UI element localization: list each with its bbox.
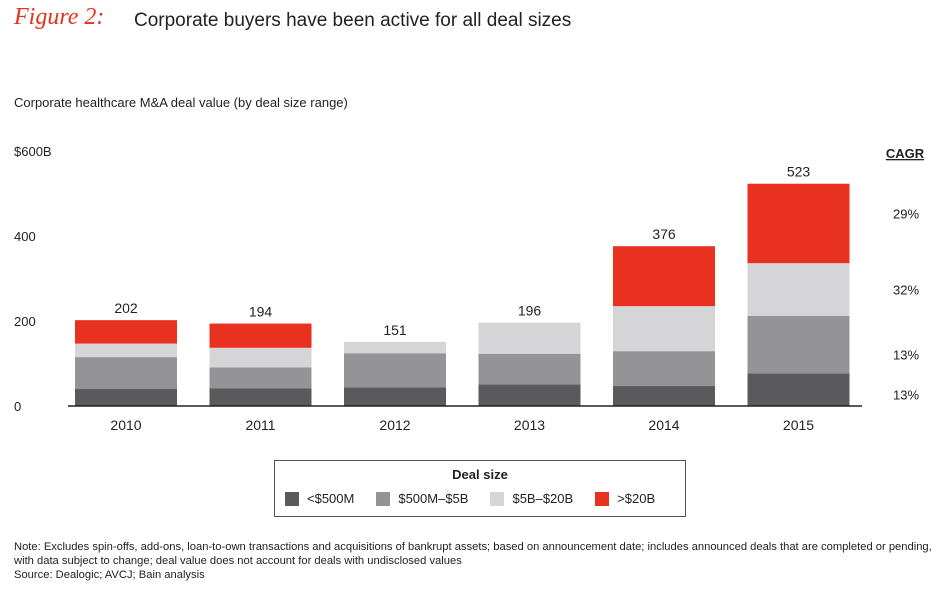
bar-segment-2011-0 <box>209 388 312 406</box>
footnote: Note: Excludes spin-offs, add-ons, loan-… <box>14 540 934 582</box>
cagr-value: 13% <box>893 388 919 403</box>
bar-segment-2012-2 <box>344 341 446 354</box>
chart-area: 0 200 400 $600B 202 2010 194 2011 151 2012 196 2013… <box>14 144 925 433</box>
legend-item: >$20B <box>595 491 655 506</box>
bar-segment-2010-0 <box>75 389 177 406</box>
total-label-2014: 376 <box>652 226 676 242</box>
bar-segment-2012-0 <box>344 387 446 406</box>
bar-segment-2014-0 <box>613 386 715 406</box>
cagr-value: 13% <box>893 348 919 363</box>
total-label-2010: 202 <box>114 300 138 316</box>
cagr-header: CAGR <box>886 146 925 161</box>
bar-segment-2015-0 <box>747 373 850 406</box>
legend-items: <$500M $500M–$5B $5B–$20B >$20B <box>285 491 655 506</box>
x-tick-label-2015: 2015 <box>783 417 814 433</box>
chart-title: Corporate buyers have been active for al… <box>134 10 572 31</box>
bar-segment-2010-3 <box>75 320 177 344</box>
legend-label: <$500M <box>307 491 355 506</box>
legend-label: >$20B <box>617 491 656 506</box>
bar-segment-2014-1 <box>613 351 715 387</box>
bar-segment-2013-1 <box>478 353 581 385</box>
figure-label: Figure 2: <box>14 4 105 30</box>
bar-segment-2015-1 <box>747 315 850 374</box>
bar-segment-2011-2 <box>209 347 312 368</box>
source-text: Source: Dealogic; AVCJ; Bain analysis <box>14 569 205 581</box>
legend-item: <$500M <box>285 491 354 506</box>
bar-segment-2014-3 <box>613 246 715 307</box>
legend-title: Deal size <box>452 467 508 482</box>
x-tick-label-2014: 2014 <box>648 417 679 433</box>
chart-subtitle: Corporate healthcare M&A deal value (by … <box>14 95 348 110</box>
bar-segment-2011-1 <box>209 367 312 389</box>
total-label-2012: 151 <box>383 322 407 338</box>
cagr-value: 32% <box>893 283 919 298</box>
x-tick-label-2010: 2010 <box>110 417 141 433</box>
bar-segment-2013-2 <box>478 322 581 354</box>
bar-segment-2010-2 <box>75 343 177 358</box>
bar-segment-2012-1 <box>344 353 446 388</box>
total-label-2011: 194 <box>249 304 273 320</box>
y-tick-label: 0 <box>14 399 21 414</box>
legend-swatch <box>376 491 391 506</box>
y-tick-label: $600B <box>14 144 52 159</box>
note-text: Note: Excludes spin-offs, add-ons, loan-… <box>14 541 932 567</box>
legend-item: $500M–$5B <box>376 491 468 506</box>
legend-swatch <box>285 491 299 506</box>
x-tick-label-2013: 2013 <box>514 417 545 433</box>
legend-swatch <box>490 491 505 506</box>
bar-segment-2011-3 <box>209 323 312 348</box>
y-tick-label: 400 <box>14 229 36 244</box>
legend-swatch <box>595 491 610 506</box>
total-label-2013: 196 <box>518 303 542 319</box>
bar-segment-2014-2 <box>613 306 715 352</box>
y-tick-label: 200 <box>14 314 36 329</box>
bar-segment-2010-1 <box>75 357 177 389</box>
legend-item: $5B–$20B <box>490 491 573 506</box>
legend-label: $500M–$5B <box>398 491 469 506</box>
x-tick-label-2011: 2011 <box>245 417 275 433</box>
total-label-2015: 523 <box>787 164 811 180</box>
bar-segment-2013-0 <box>478 384 581 406</box>
bar-segment-2015-3 <box>747 183 850 264</box>
legend: Deal size <$500M $500M–$5B $5B–$20B >$20B <box>274 460 686 517</box>
x-tick-label-2012: 2012 <box>379 417 410 433</box>
cagr-value: 29% <box>893 206 919 221</box>
bar-segment-2015-2 <box>747 263 850 316</box>
legend-label: $5B–$20B <box>512 491 574 506</box>
